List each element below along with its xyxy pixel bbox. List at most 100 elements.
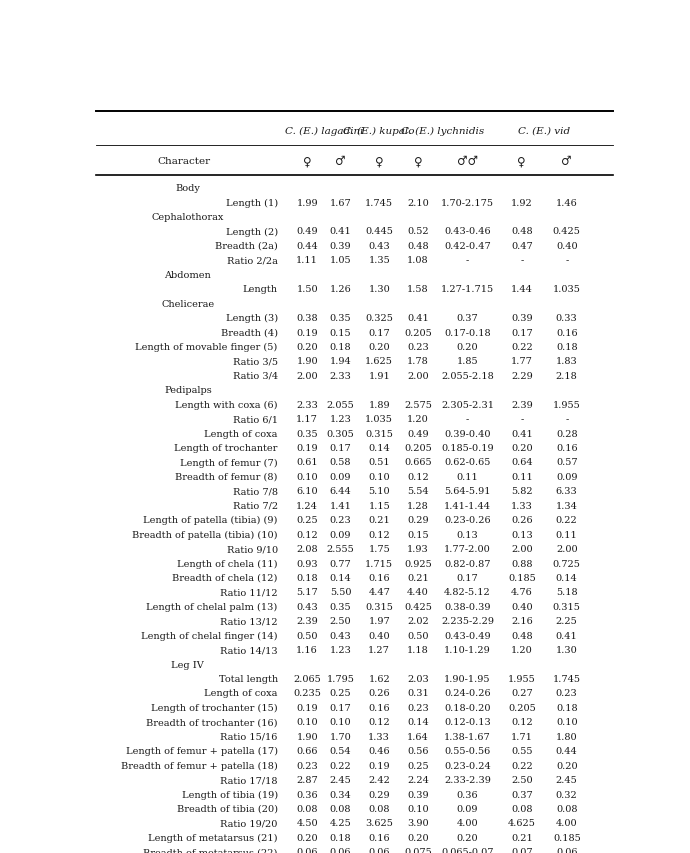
Text: 6.10: 6.10	[296, 487, 318, 496]
Text: 2.555: 2.555	[326, 544, 355, 554]
Text: 1.30: 1.30	[368, 285, 390, 294]
Text: 1.28: 1.28	[407, 502, 428, 510]
Text: 0.54: 0.54	[330, 746, 351, 756]
Text: 0.315: 0.315	[365, 429, 393, 438]
Text: 0.11: 0.11	[556, 530, 578, 539]
Text: 1.05: 1.05	[330, 256, 351, 265]
Text: 1.83: 1.83	[556, 357, 578, 366]
Text: 2.00: 2.00	[296, 371, 318, 380]
Text: 0.43: 0.43	[368, 241, 390, 251]
Text: 0.20: 0.20	[457, 343, 478, 351]
Text: Ratio 6/1: Ratio 6/1	[233, 415, 277, 424]
Text: C. (E.) vid: C. (E.) vid	[518, 126, 571, 136]
Text: 5.17: 5.17	[296, 588, 318, 597]
Text: 0.42-0.47: 0.42-0.47	[444, 241, 491, 251]
Text: 0.06: 0.06	[556, 847, 578, 853]
Text: 0.17: 0.17	[330, 703, 351, 712]
Text: 0.14: 0.14	[407, 717, 428, 727]
Text: 0.21: 0.21	[511, 833, 533, 842]
Text: 1.89: 1.89	[368, 400, 390, 409]
Text: 1.15: 1.15	[368, 502, 390, 510]
Text: Length (3): Length (3)	[226, 314, 277, 322]
Text: 4.00: 4.00	[556, 819, 578, 827]
Text: 0.61: 0.61	[296, 458, 318, 467]
Text: 2.10: 2.10	[407, 199, 428, 207]
Text: Abdomen: Abdomen	[164, 270, 211, 280]
Text: 1.67: 1.67	[330, 199, 351, 207]
Text: Ratio 17/18: Ratio 17/18	[220, 775, 277, 784]
Text: 2.50: 2.50	[330, 617, 351, 625]
Text: 1.94: 1.94	[330, 357, 351, 366]
Text: 0.12: 0.12	[407, 473, 428, 481]
Text: 5.82: 5.82	[511, 487, 533, 496]
Text: 0.38-0.39: 0.38-0.39	[444, 602, 491, 611]
Text: 2.18: 2.18	[556, 371, 578, 380]
Text: 1.92: 1.92	[511, 199, 533, 207]
Text: 0.725: 0.725	[553, 559, 581, 568]
Text: 0.23-0.24: 0.23-0.24	[444, 761, 491, 769]
Text: 0.17: 0.17	[457, 573, 478, 583]
Text: 1.44: 1.44	[511, 285, 533, 294]
Text: 1.80: 1.80	[556, 732, 578, 741]
Text: 1.97: 1.97	[368, 617, 390, 625]
Text: 1.90-1.95: 1.90-1.95	[444, 674, 491, 683]
Text: Length of trochanter: Length of trochanter	[175, 444, 277, 452]
Text: 0.235: 0.235	[293, 688, 321, 698]
Text: 1.745: 1.745	[553, 674, 581, 683]
Text: 1.30: 1.30	[556, 646, 578, 654]
Text: 1.20: 1.20	[407, 415, 428, 424]
Text: 0.18: 0.18	[556, 343, 578, 351]
Text: Breadth of femur + patella (18): Breadth of femur + patella (18)	[121, 761, 277, 769]
Text: 0.09: 0.09	[330, 530, 351, 539]
Text: 2.45: 2.45	[556, 775, 578, 784]
Text: 1.77: 1.77	[511, 357, 533, 366]
Text: 0.09: 0.09	[556, 473, 578, 481]
Text: 1.745: 1.745	[365, 199, 393, 207]
Text: Ratio 13/12: Ratio 13/12	[220, 617, 277, 625]
Text: 1.62: 1.62	[368, 674, 390, 683]
Text: 1.23: 1.23	[330, 646, 351, 654]
Text: 0.07: 0.07	[511, 847, 533, 853]
Text: Breadth (4): Breadth (4)	[221, 328, 277, 337]
Text: Length of metatarsus (21): Length of metatarsus (21)	[148, 833, 277, 842]
Text: ♀: ♀	[303, 155, 311, 168]
Text: 0.23: 0.23	[407, 343, 428, 351]
Text: 0.25: 0.25	[296, 515, 318, 525]
Text: 2.45: 2.45	[330, 775, 351, 784]
Text: 0.445: 0.445	[365, 227, 393, 236]
Text: Length of movable finger (5): Length of movable finger (5)	[135, 343, 277, 351]
Text: 0.52: 0.52	[407, 227, 428, 236]
Text: 0.41: 0.41	[511, 429, 533, 438]
Text: 1.715: 1.715	[365, 559, 393, 568]
Text: 0.20: 0.20	[556, 761, 578, 769]
Text: 0.11: 0.11	[457, 473, 478, 481]
Text: 0.64: 0.64	[511, 458, 533, 467]
Text: 0.29: 0.29	[368, 790, 390, 798]
Text: 1.91: 1.91	[368, 371, 390, 380]
Text: Breadth (2a): Breadth (2a)	[215, 241, 277, 251]
Text: 0.25: 0.25	[407, 761, 428, 769]
Text: Character: Character	[157, 157, 210, 166]
Text: 0.22: 0.22	[511, 343, 533, 351]
Text: 0.10: 0.10	[296, 717, 318, 727]
Text: 0.17: 0.17	[368, 328, 390, 337]
Text: 0.29: 0.29	[407, 515, 428, 525]
Text: 0.35: 0.35	[330, 314, 351, 322]
Text: 0.10: 0.10	[296, 473, 318, 481]
Text: 5.10: 5.10	[368, 487, 390, 496]
Text: 6.44: 6.44	[330, 487, 351, 496]
Text: 0.20: 0.20	[407, 833, 428, 842]
Text: 0.14: 0.14	[330, 573, 351, 583]
Text: Ratio 7/2: Ratio 7/2	[233, 502, 277, 510]
Text: Length of trochanter (15): Length of trochanter (15)	[151, 703, 277, 712]
Text: 2.575: 2.575	[404, 400, 432, 409]
Text: 0.50: 0.50	[407, 631, 428, 640]
Text: 2.29: 2.29	[511, 371, 533, 380]
Text: -: -	[520, 256, 524, 265]
Text: 0.48: 0.48	[407, 241, 428, 251]
Text: 0.08: 0.08	[556, 804, 578, 813]
Text: 0.40: 0.40	[368, 631, 390, 640]
Text: Length of coxa: Length of coxa	[204, 429, 277, 438]
Text: 0.315: 0.315	[553, 602, 581, 611]
Text: Length of patella (tibia) (9): Length of patella (tibia) (9)	[144, 515, 277, 525]
